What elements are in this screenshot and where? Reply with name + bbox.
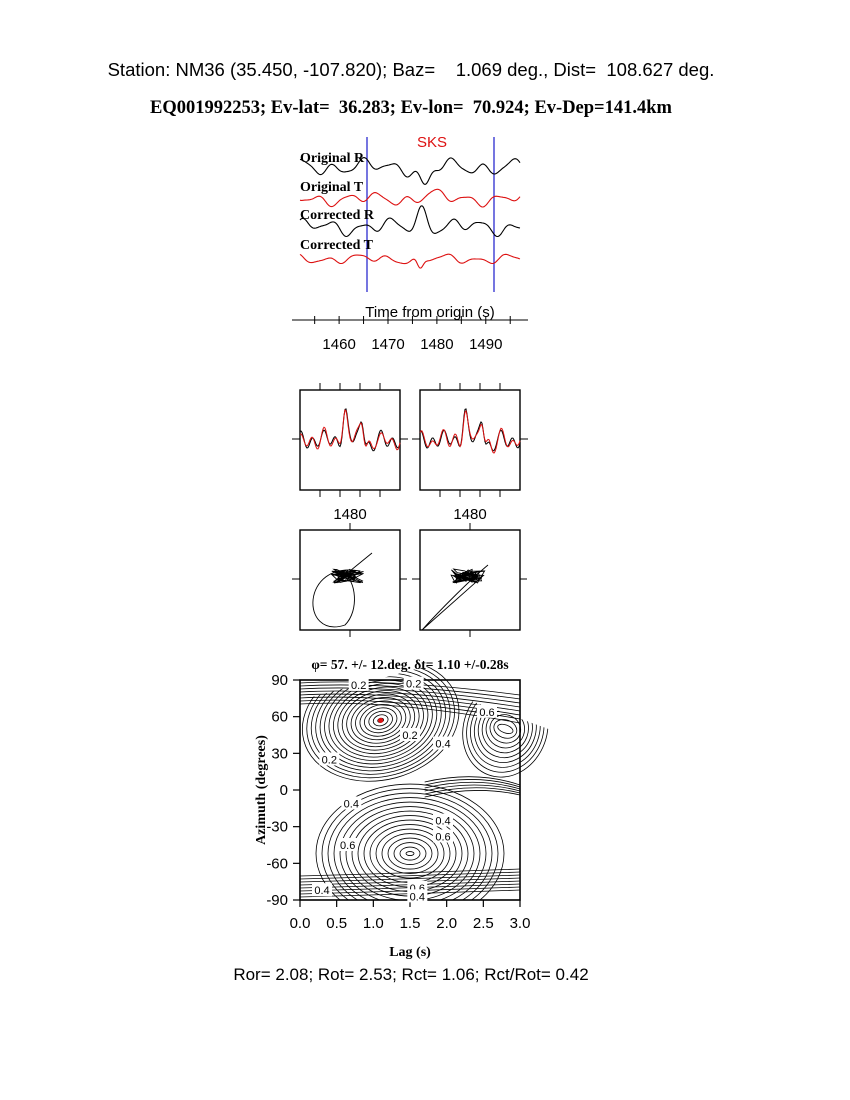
lag-tick-label: 2.5 bbox=[473, 915, 494, 932]
overlay-after-trace-black bbox=[419, 408, 521, 452]
overlay-before-trace-red bbox=[299, 409, 401, 451]
contour-axis-ticks: 0.0 0.5 1.0 1.5 2.0 2.5 3.0 90 60 30 0 -30 -60 -90 bbox=[266, 672, 530, 932]
lag-tick-label: 1.0 bbox=[363, 915, 384, 932]
best-fit-marker bbox=[378, 717, 384, 723]
azimuth-tick-label: -90 bbox=[266, 892, 288, 909]
lag-tick-label: 0.5 bbox=[326, 915, 347, 932]
series-label-corrected-t: Corrected T bbox=[300, 238, 374, 253]
azimuth-tick-label: 0 bbox=[280, 782, 288, 799]
time-tick-label: 1480 bbox=[420, 336, 453, 353]
particle-motion-after-path bbox=[421, 564, 489, 631]
overlay-after-trace-red bbox=[419, 410, 521, 454]
overlay-after-panel: 1480 bbox=[412, 383, 528, 523]
azimuth-tick-label: -60 bbox=[266, 855, 288, 872]
contour-level-label: 0.4 bbox=[435, 816, 450, 828]
time-tick-label: 1470 bbox=[371, 336, 404, 353]
time-tick-label: 1490 bbox=[469, 336, 502, 353]
time-axis-ticks: 1460 1470 1480 1490 bbox=[314, 316, 511, 353]
overlay-before-tick-label: 1480 bbox=[333, 506, 366, 523]
waveform-panel: SKS Original R Original T Corrected R Co… bbox=[292, 134, 528, 353]
phase-label: SKS bbox=[417, 134, 447, 151]
particle-motion-after-panel bbox=[412, 523, 527, 637]
overlay-before-panel: 1480 bbox=[292, 383, 408, 523]
particle-motion-before-path bbox=[312, 552, 373, 628]
contour-title: φ= 57. +/- 12.deg. δt= 1.10 +/-0.28s bbox=[311, 657, 508, 672]
trace-original-r bbox=[299, 157, 521, 185]
azimuth-tick-label: -30 bbox=[266, 819, 288, 836]
event-title: EQ001992253; Ev-lat= 36.283; Ev-lon= 70.… bbox=[150, 98, 672, 118]
azimuth-tick-label: 60 bbox=[271, 709, 288, 726]
contour-level-label: 0.2 bbox=[351, 680, 366, 692]
contour-panel: φ= 57. +/- 12.deg. δt= 1.10 +/-0.28s 0.0… bbox=[254, 657, 549, 960]
contour-level-label: 0.2 bbox=[322, 754, 337, 766]
series-label-corrected-r: Corrected R bbox=[300, 208, 375, 223]
overlay-after-tick-label: 1480 bbox=[453, 506, 486, 523]
trace-corrected-t bbox=[299, 253, 521, 269]
lag-tick-label: 0.0 bbox=[290, 915, 311, 932]
contour-level-label: 0.4 bbox=[344, 798, 359, 810]
trace-corrected-r bbox=[299, 205, 521, 238]
contour-level-label: 0.2 bbox=[406, 679, 421, 691]
azimuth-axis-label: Azimuth (degrees) bbox=[254, 735, 269, 845]
contour-level-label: 0.6 bbox=[435, 831, 450, 843]
particle-motion-before-panel bbox=[292, 523, 407, 637]
lag-tick-label: 3.0 bbox=[510, 915, 531, 932]
lag-tick-label: 2.0 bbox=[436, 915, 457, 932]
contour-level-label: 0.6 bbox=[479, 707, 494, 719]
contour-level-label: 0.2 bbox=[402, 730, 417, 742]
contour-level-label: 0.4 bbox=[410, 891, 425, 903]
series-label-original-t: Original T bbox=[300, 180, 364, 195]
time-tick-label: 1460 bbox=[322, 336, 355, 353]
series-label-original-r: Original R bbox=[300, 151, 365, 166]
contour-level-label: 0.6 bbox=[340, 840, 355, 852]
lag-axis-label: Lag (s) bbox=[389, 945, 431, 960]
contour-level-labels: 0.2 0.20.60.20.40.20.40.40.60.60.4 0.60.4 bbox=[312, 676, 497, 903]
station-title: Station: NM36 (35.450, -107.820); Baz= 1… bbox=[107, 59, 715, 80]
time-axis-label: Time from origin (s) bbox=[365, 304, 494, 321]
contour-level-label: 0.4 bbox=[435, 739, 450, 751]
azimuth-tick-label: 30 bbox=[271, 745, 288, 762]
ratios-footer: Ror= 2.08; Rot= 2.53; Rct= 1.06; Rct/Rot… bbox=[233, 965, 589, 984]
trace-original-t bbox=[299, 188, 521, 208]
contour-level-label: 0.4 bbox=[314, 885, 329, 897]
azimuth-tick-label: 90 bbox=[271, 672, 288, 689]
lag-tick-label: 1.5 bbox=[400, 915, 421, 932]
